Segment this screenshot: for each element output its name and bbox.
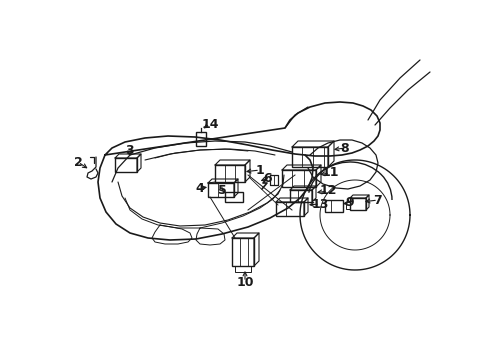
Text: 6: 6 [263,171,272,184]
Bar [235,266,250,272]
Bar [207,183,234,197]
Bar [275,202,304,216]
Text: 7: 7 [373,194,382,207]
Text: 3: 3 [125,144,134,157]
Bar [325,200,342,212]
Bar [349,198,365,210]
Text: 14: 14 [201,117,218,130]
Text: 4: 4 [195,181,204,194]
Bar [115,158,137,172]
Text: 12: 12 [319,184,336,198]
Bar [282,170,315,187]
Bar [196,132,205,146]
Bar [224,192,243,202]
Text: 8: 8 [340,141,348,154]
Bar [215,165,244,182]
Bar [231,238,253,266]
Bar [289,190,311,202]
Text: 1: 1 [255,163,264,176]
Text: 11: 11 [321,166,338,180]
Text: 2: 2 [74,156,82,168]
Bar [346,202,349,209]
Text: 9: 9 [345,197,354,210]
Text: 5: 5 [217,184,226,197]
Bar [291,147,327,167]
Text: 10: 10 [236,275,253,288]
Text: 13: 13 [311,198,328,211]
